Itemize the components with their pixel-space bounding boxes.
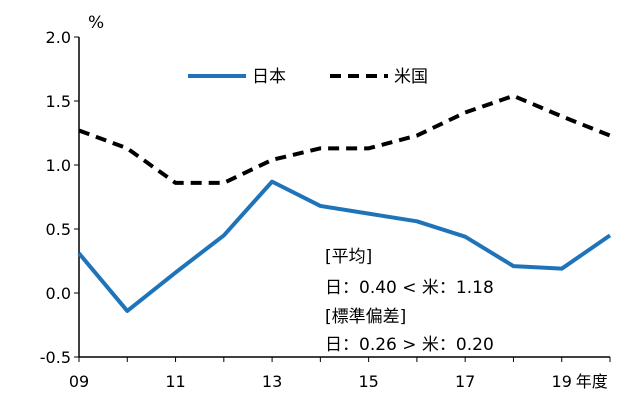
annotation-sd-title: [標準偏差]	[325, 307, 406, 327]
x-tick-label: 09	[69, 372, 89, 391]
annotation-sd-values: 日：0.26 > 米：0.20	[325, 335, 494, 355]
legend-label: 米国	[394, 67, 428, 87]
y-tick-label: 0.0	[46, 284, 71, 303]
x-tick-label: 17	[455, 372, 475, 391]
y-tick-label: -0.5	[40, 348, 71, 367]
y-tick-label: 1.0	[46, 156, 71, 175]
y-tick-label: 2.0	[46, 28, 71, 47]
y-axis-unit: %	[88, 13, 104, 33]
series-line-japan	[77, 179, 612, 313]
x-axis-unit: 年度	[576, 372, 608, 391]
y-tick-label: 1.5	[46, 92, 71, 111]
legend-label: 日本	[252, 67, 286, 87]
x-tick-label: 15	[358, 372, 378, 391]
annotation-mean-title: [平均]	[325, 247, 372, 267]
x-tick-label: 11	[165, 372, 185, 391]
annotation-mean-values: 日：0.40 < 米：1.18	[325, 278, 494, 298]
x-tick-label: 19	[552, 372, 572, 391]
x-tick-label: 13	[262, 372, 282, 391]
series-line-us	[78, 93, 611, 185]
y-tick-label: 0.5	[46, 220, 71, 239]
